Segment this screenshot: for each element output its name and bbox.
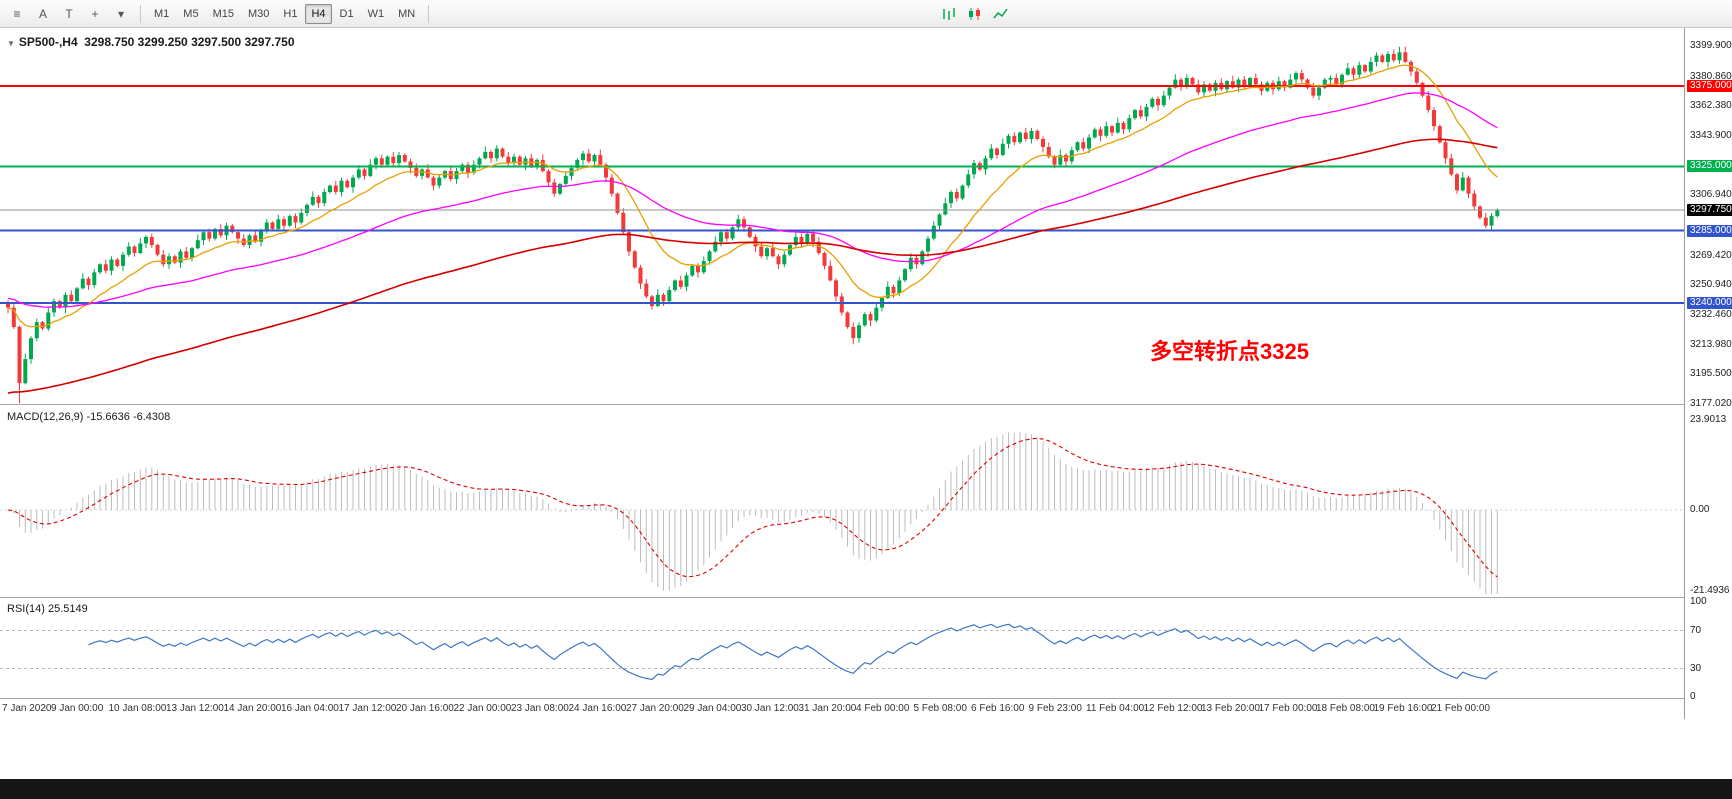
timeframe-m30[interactable]: M30 (247, 7, 270, 20)
horizontal-levels[interactable] (0, 85, 1684, 304)
rsi-line (88, 623, 1498, 681)
text-tool-icon[interactable]: T (65, 6, 73, 21)
chart-dropdown-icon[interactable]: ▼ (7, 39, 15, 48)
time-axis-label: 5 Feb 08:00 (913, 703, 967, 714)
price-axis-label: 3343.900 (1690, 129, 1732, 141)
timeframe-mn[interactable]: MN (398, 7, 416, 20)
toolbar-separator (140, 4, 141, 23)
time-axis-label: 10 Jan 08:00 (108, 703, 167, 714)
price-axis-label: 3177.020 (1690, 398, 1732, 409)
price-axis-label: 3269.420 (1690, 249, 1732, 261)
timeframe-m15[interactable]: M15 (212, 7, 234, 20)
ohlc-values: 3298.750 3299.250 3297.500 3297.750 (84, 35, 295, 49)
price-axis-label: 3399.900 (1690, 40, 1732, 51)
time-axis-label: 24 Jan 16:00 (568, 703, 627, 714)
line-chart-icon[interactable] (988, 4, 1012, 24)
chart-type-icon-group (935, 4, 1013, 24)
time-axis-label: 13 Feb 20:00 (1201, 703, 1260, 714)
timeframe-h4[interactable]: H4 (305, 3, 332, 24)
chart-area[interactable]: ▼ SP500-,H4 3298.750 3299.250 3297.500 32… (0, 28, 1732, 719)
toolbar: ≡ A T + ▾ M1 M5 M15 M30 H1 H4 D1 W1 MN (0, 0, 1732, 28)
rsi-indicator-canvas[interactable] (0, 599, 1684, 698)
time-axis-label: 6 Feb 16:00 (971, 703, 1025, 714)
timeframe-w1[interactable]: W1 (367, 7, 385, 20)
price-axis-label: -21.4936 (1690, 585, 1730, 596)
time-axis-label: 14 Jan 20:00 (223, 703, 282, 714)
bar-chart-icon[interactable] (936, 4, 960, 24)
time-axis-label: 16 Jan 04:00 (281, 703, 339, 714)
time-axis-label: 29 Jan 04:00 (683, 703, 742, 714)
timeframe-h1[interactable]: H1 (283, 7, 298, 20)
macd-histogram (13, 432, 1498, 594)
price-axis-label: 70 (1690, 624, 1702, 636)
ema-lines (7, 64, 1498, 394)
price-axis[interactable]: 3399.900 3380.860 3362.380 3343.900 3306.940… (1684, 28, 1732, 719)
price-axis-label: 3375.000 (1687, 80, 1732, 92)
price-axis-label: 0 (1690, 691, 1696, 702)
time-axis-label: 21 Feb 00:00 (1431, 703, 1490, 714)
text-label-tool-icon[interactable]: A (38, 6, 47, 21)
pane-divider (0, 698, 1732, 699)
time-axis-label: 17 Feb 00:00 (1258, 703, 1318, 714)
annotation-text[interactable]: 多空转折点3325 (1150, 339, 1309, 364)
toolbar-separator (428, 4, 430, 23)
price-axis-label: 3213.980 (1690, 338, 1732, 350)
rsi-levels (0, 630, 1684, 669)
time-axis-label: 4 Feb 00:00 (856, 703, 910, 714)
macd-label: MACD(12,26,9) -15.6636 -6.4308 (7, 411, 171, 423)
price-axis-label: 3297.750 (1687, 204, 1732, 217)
macd-indicator-canvas[interactable] (0, 406, 1684, 597)
price-axis-label: 23.9013 (1690, 414, 1727, 425)
crosshair-tool-icon[interactable]: + (91, 6, 99, 21)
time-axis-label: 9 Feb 23:00 (1028, 703, 1082, 714)
price-axis-label: 100 (1690, 596, 1707, 607)
charts-menu-icon[interactable]: ≡ (13, 6, 21, 21)
main-chart-canvas[interactable] (0, 30, 1684, 404)
time-axis-label: 12 Feb 12:00 (1143, 703, 1203, 714)
taskbar-strip (0, 779, 1732, 799)
price-axis-label: 3250.940 (1690, 279, 1732, 291)
time-axis[interactable]: 7 Jan 2020 9 Jan 00:00 10 Jan 08:00 13 Jan … (0, 699, 1684, 719)
price-axis-label: 3306.940 (1690, 189, 1732, 201)
timeframe-d1[interactable]: D1 (339, 7, 354, 20)
price-axis-label: 3195.500 (1690, 368, 1732, 380)
timeframe-button-group: M1 M5 M15 M30 H1 H4 D1 W1 MN (147, 3, 422, 24)
symbol-period-label: SP500-,H4 (18, 35, 78, 49)
time-axis-label: 11 Feb 04:00 (1086, 703, 1145, 714)
candle-chart-icon[interactable] (962, 4, 986, 24)
time-axis-label: 7 Jan 2020 (2, 703, 52, 714)
rsi-label: RSI(14) 25.5149 (7, 603, 88, 615)
time-axis-label: 20 Jan 16:00 (396, 703, 454, 714)
macd-signal-line (7, 437, 1498, 578)
time-axis-label: 23 Jan 08:00 (511, 703, 569, 714)
price-axis-label: 3380.860 (1690, 70, 1732, 82)
price-axis-label: 3285.000 (1687, 224, 1732, 237)
tools-dropdown-icon[interactable]: ▾ (117, 6, 125, 21)
pane-divider[interactable] (0, 404, 1732, 405)
time-axis-label: 27 Jan 20:00 (626, 703, 684, 714)
time-axis-label: 9 Jan 00:00 (51, 703, 104, 714)
price-axis-label: 3240.000 (1687, 296, 1732, 309)
time-axis-label: 13 Jan 12:00 (166, 703, 224, 714)
time-axis-label: 31 Jan 20:00 (798, 703, 857, 714)
timeframe-m5[interactable]: M5 (183, 7, 199, 20)
chart-title: ▼ SP500-,H4 3298.750 3299.250 3297.500 32… (7, 35, 295, 49)
time-axis-label: 17 Jan 12:00 (338, 703, 397, 714)
pane-divider[interactable] (0, 597, 1732, 598)
price-axis-label: 3325.000 (1687, 160, 1732, 173)
price-axis-label: 30 (1690, 662, 1702, 674)
price-axis-label: 0.00 (1690, 504, 1710, 515)
time-axis-label: 22 Jan 00:00 (453, 703, 512, 714)
toolbar-icon-group: ≡ A T + ▾ (4, 4, 134, 24)
time-axis-label: 30 Jan 12:00 (741, 703, 799, 714)
price-axis-label: 3362.380 (1690, 100, 1732, 112)
time-axis-label: 19 Feb 16:00 (1373, 703, 1433, 714)
time-axis-label: 18 Feb 08:00 (1316, 703, 1375, 714)
timeframe-m1[interactable]: M1 (154, 7, 170, 20)
price-axis-label: 3232.460 (1690, 308, 1732, 320)
